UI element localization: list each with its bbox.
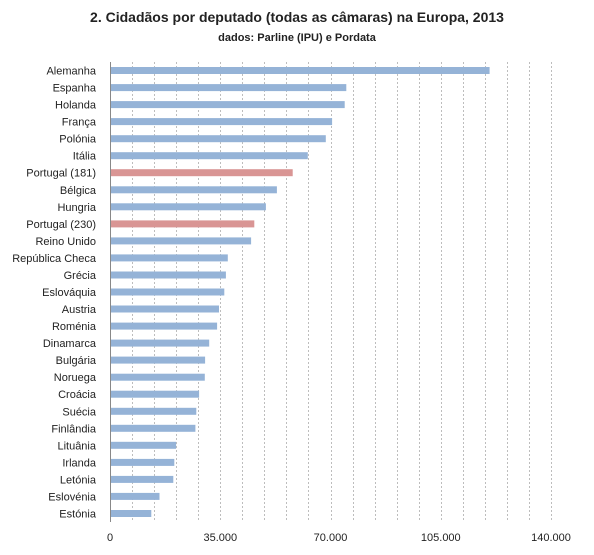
- bar: [111, 475, 174, 483]
- bar: [111, 152, 308, 160]
- bar: [111, 510, 152, 517]
- bar: [111, 339, 210, 347]
- bar: [111, 84, 347, 92]
- chart-title: 2. Cidadãos por deputado (todas as câmar…: [90, 9, 504, 25]
- category-label: Itália: [73, 151, 97, 163]
- category-label: Austria: [62, 304, 97, 316]
- x-tick-label: 140.000: [531, 532, 571, 544]
- category-label: França: [62, 117, 97, 129]
- bar: [111, 407, 197, 415]
- bar: [111, 186, 277, 194]
- category-label: Reino Unido: [35, 236, 96, 248]
- bar: [111, 288, 225, 296]
- category-label: Espanha: [53, 83, 97, 95]
- bar: [111, 271, 226, 279]
- category-label: Roménia: [52, 321, 97, 333]
- bar: [111, 220, 255, 228]
- bar: [111, 424, 196, 432]
- bar: [111, 492, 160, 500]
- bar: [111, 237, 252, 245]
- category-label: Holanda: [55, 100, 97, 112]
- category-label: Portugal (230): [26, 219, 96, 231]
- chart-subtitle: dados: Parline (IPU) e Pordata: [218, 32, 377, 44]
- x-tick-labels: 0 35.000 70.000 105.000 140.000: [107, 532, 571, 544]
- category-label: República Checa: [12, 253, 97, 265]
- bar: [111, 101, 345, 109]
- bar: [111, 169, 293, 177]
- bar: [111, 203, 266, 211]
- bar: [111, 118, 333, 126]
- category-label: Alemanha: [46, 66, 96, 78]
- bar: [111, 441, 177, 449]
- category-label: Noruega: [54, 372, 97, 384]
- category-label: Dinamarca: [43, 338, 97, 350]
- x-tick-label: 0: [107, 532, 113, 544]
- category-label: Suécia: [62, 406, 97, 418]
- category-label: Irlanda: [62, 457, 97, 469]
- x-tick-label: 35.000: [203, 532, 237, 544]
- bar: [111, 254, 228, 262]
- category-label: Estónia: [59, 509, 97, 521]
- category-label: Lituânia: [57, 440, 96, 452]
- bar: [111, 356, 206, 364]
- category-label: Bélgica: [60, 185, 97, 197]
- bar: [111, 373, 205, 381]
- category-label: Eslováquia: [42, 287, 97, 299]
- category-label: Eslovénia: [48, 491, 97, 503]
- bar: [111, 305, 219, 313]
- category-label: Bulgária: [56, 355, 97, 367]
- x-tick-label: 70.000: [314, 532, 348, 544]
- bar: [111, 390, 200, 398]
- category-label: Croácia: [58, 389, 97, 401]
- category-label: Grécia: [64, 270, 97, 282]
- bar: [111, 458, 175, 466]
- bar: [111, 135, 326, 143]
- category-label: Portugal (181): [26, 168, 96, 180]
- category-label: Letónia: [60, 474, 97, 486]
- category-label: Polónia: [59, 134, 97, 146]
- bar-layer: [111, 67, 490, 517]
- x-tick-label: 105.000: [421, 532, 461, 544]
- bar: [111, 67, 490, 74]
- category-labels: Alemanha Espanha Holanda França Polónia Itáli…: [12, 66, 97, 521]
- category-label: Finlândia: [51, 423, 97, 435]
- category-label: Hungria: [57, 202, 96, 214]
- bar: [111, 322, 218, 330]
